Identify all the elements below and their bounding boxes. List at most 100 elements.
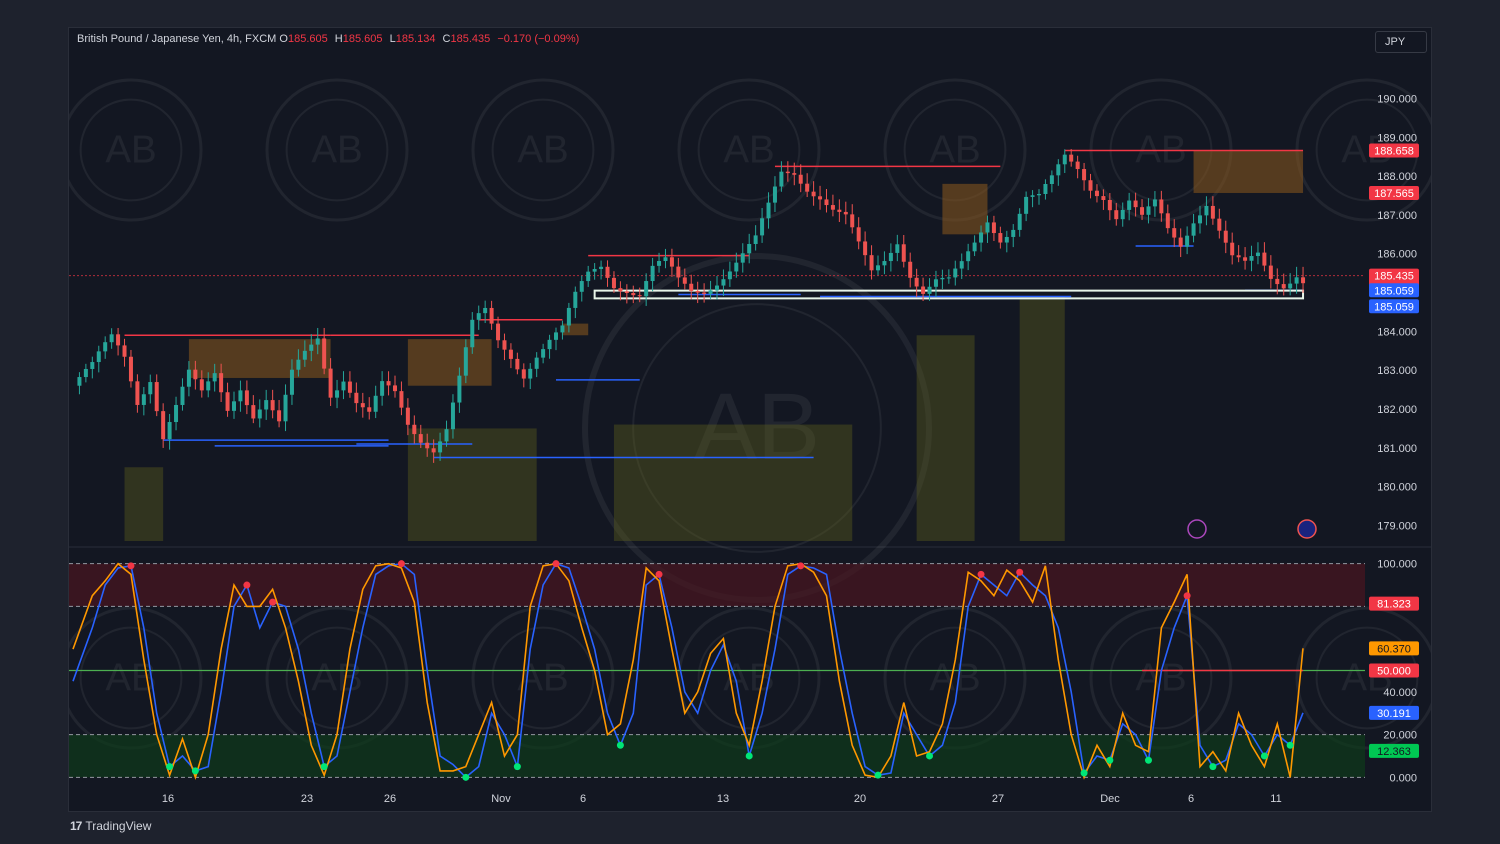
price-badge [1369, 283, 1419, 298]
candle-body [1082, 169, 1087, 181]
candle-body [1011, 229, 1016, 237]
candle-body [244, 390, 249, 406]
candle-body [901, 244, 906, 262]
candle-body [515, 358, 520, 370]
time-tick-label: 6 [1188, 793, 1194, 805]
time-tick-label: 20 [854, 793, 866, 805]
candle-body [985, 222, 990, 233]
time-tick-label: 23 [301, 793, 313, 805]
d-line-series [72, 562, 1304, 780]
candle-body [1152, 199, 1157, 207]
candle-body [328, 368, 333, 398]
candle-body [624, 291, 629, 293]
candle-body [1301, 277, 1306, 284]
candle-body [489, 307, 494, 324]
candle-body [463, 347, 468, 376]
high-value: 185.605 [342, 33, 383, 45]
candle-body [1101, 196, 1106, 200]
watermark-initials: AB [105, 129, 156, 172]
buy-signal-dot [745, 752, 753, 760]
sell-signal-dot [1016, 568, 1024, 576]
candle-body [611, 277, 616, 289]
sell-signal-dot [1183, 592, 1191, 600]
price-badge-label: 187.565 [1374, 188, 1414, 200]
chart-frame[interactable]: AB AB AB AB AB AB AB AB AB AB AB AB AB AB AB 190.000 189… [59, 27, 1439, 812]
candle-body [193, 369, 198, 380]
watermark-initials: AB [517, 129, 568, 172]
candle-body [83, 368, 88, 378]
candle-body [785, 171, 790, 174]
candle-body [1159, 199, 1164, 214]
watermark-initials: AB [311, 129, 362, 172]
candle-body [335, 390, 340, 398]
buy-signal-dot [1260, 752, 1268, 760]
candle-body [386, 381, 391, 386]
close-label: C [442, 33, 451, 45]
candle-body [393, 385, 397, 392]
candle-body [174, 404, 179, 423]
trend-band [124, 467, 164, 541]
candle-body [966, 251, 971, 262]
candle-body [702, 292, 707, 294]
sell-signal-dot [797, 562, 805, 570]
candle-body [818, 196, 823, 200]
oscillator-badge [1369, 596, 1419, 611]
candle-body [457, 375, 462, 403]
candle-body [1191, 223, 1196, 236]
oversold-band [69, 734, 1365, 778]
candle-body [109, 334, 114, 343]
watermark-inner-ring [1315, 626, 1419, 730]
oscillator-badge [1369, 743, 1419, 758]
candle-body [541, 349, 546, 358]
candle-body [747, 243, 752, 254]
tradingview-brand: TradingView [85, 819, 152, 833]
candle-body [876, 265, 880, 271]
candle-body [1127, 200, 1132, 210]
candle-body [946, 277, 951, 279]
oscillator-badge [1369, 663, 1419, 678]
candle-body [599, 266, 604, 270]
candle-body [554, 332, 558, 340]
candle-body [534, 357, 539, 369]
candle-body [1049, 175, 1054, 184]
high-label: H [334, 33, 343, 45]
candle-body [727, 271, 732, 280]
candle-body [953, 268, 958, 278]
candle-body [470, 319, 475, 348]
trend-band [1019, 296, 1065, 541]
candle-body [528, 368, 533, 379]
candle-body [1107, 199, 1112, 211]
candle-body [90, 362, 95, 369]
candle-body [1185, 235, 1190, 247]
candle-body [238, 390, 243, 402]
currency-button[interactable]: JPY [1375, 31, 1427, 53]
tradingview-logo[interactable]: 17 TradingView [70, 819, 151, 833]
candle-body [592, 269, 597, 272]
candle-body [508, 349, 513, 359]
candle-body [219, 373, 224, 393]
candle-body [734, 262, 739, 272]
tradingview-icon: 17 [70, 819, 82, 833]
candle-body [766, 202, 771, 219]
time-tick-label: 13 [717, 793, 729, 805]
watermark-inner-ring [903, 626, 1007, 730]
candle-body [650, 265, 655, 282]
candle-body [431, 448, 436, 453]
oscillator-badge-label: 30.191 [1377, 708, 1411, 720]
buy-signal-dot [1080, 769, 1088, 777]
candle-body [1062, 154, 1067, 165]
candle-body [322, 338, 327, 369]
candle-body [1133, 200, 1138, 208]
candle-body [618, 288, 623, 292]
buy-signal-dot [616, 741, 624, 749]
price-tick-label: 189.000 [1377, 132, 1417, 144]
oscillator-tick-label: 20.000 [1383, 730, 1417, 742]
candle-body [760, 218, 765, 236]
candle-body [708, 290, 713, 294]
buy-signal-dot [1106, 756, 1114, 764]
candle-body [270, 400, 275, 411]
buy-signal-dot [513, 763, 521, 771]
candle-body [1024, 196, 1029, 214]
